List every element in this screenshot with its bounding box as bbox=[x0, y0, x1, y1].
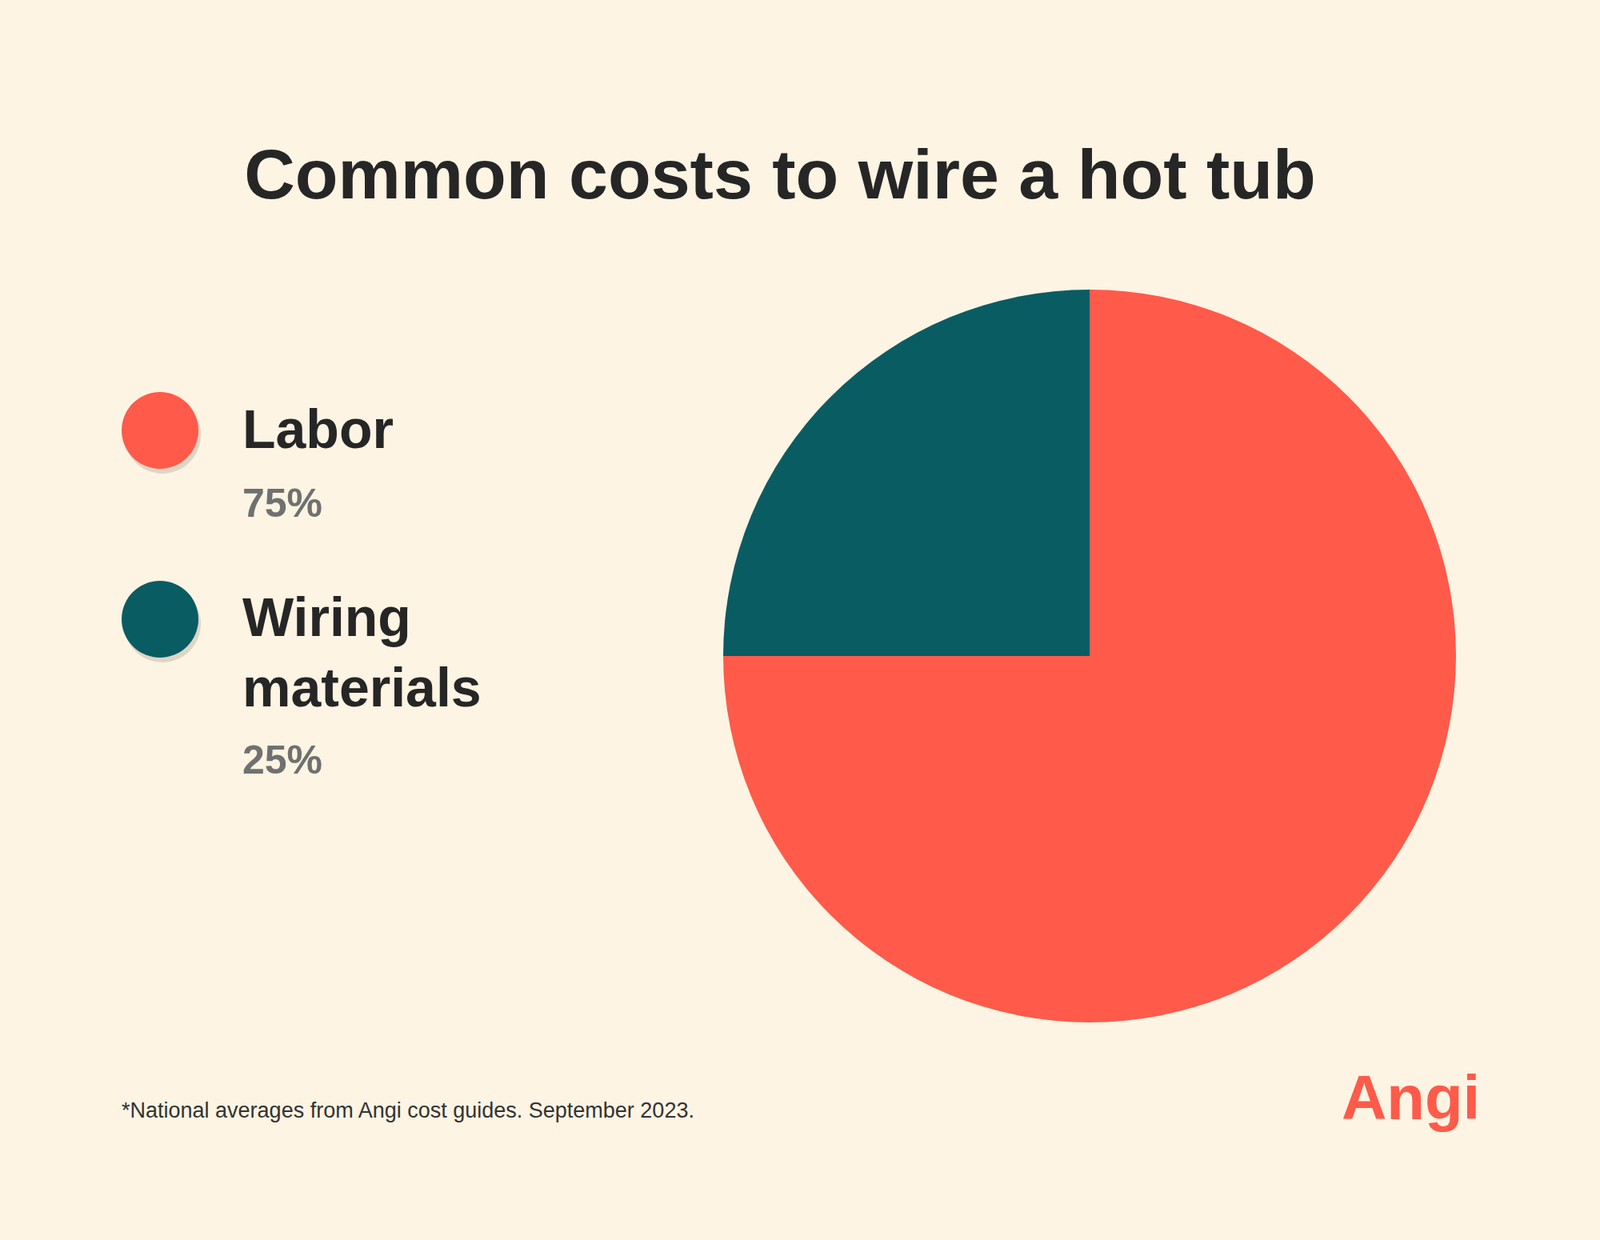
svg-text:25%: 25% bbox=[242, 737, 323, 783]
svg-text:Wiringmaterials: Wiringmaterials bbox=[242, 586, 482, 718]
svg-text:*National averages from Angi c: *National averages from Angi cost guides… bbox=[121, 1098, 695, 1123]
svg-text:Labor: Labor bbox=[242, 398, 394, 460]
svg-text:Common costs to wire a hot tub: Common costs to wire a hot tub bbox=[244, 134, 1316, 214]
svg-text:75%: 75% bbox=[242, 480, 323, 526]
svg-text:Angi: Angi bbox=[1341, 1062, 1480, 1133]
